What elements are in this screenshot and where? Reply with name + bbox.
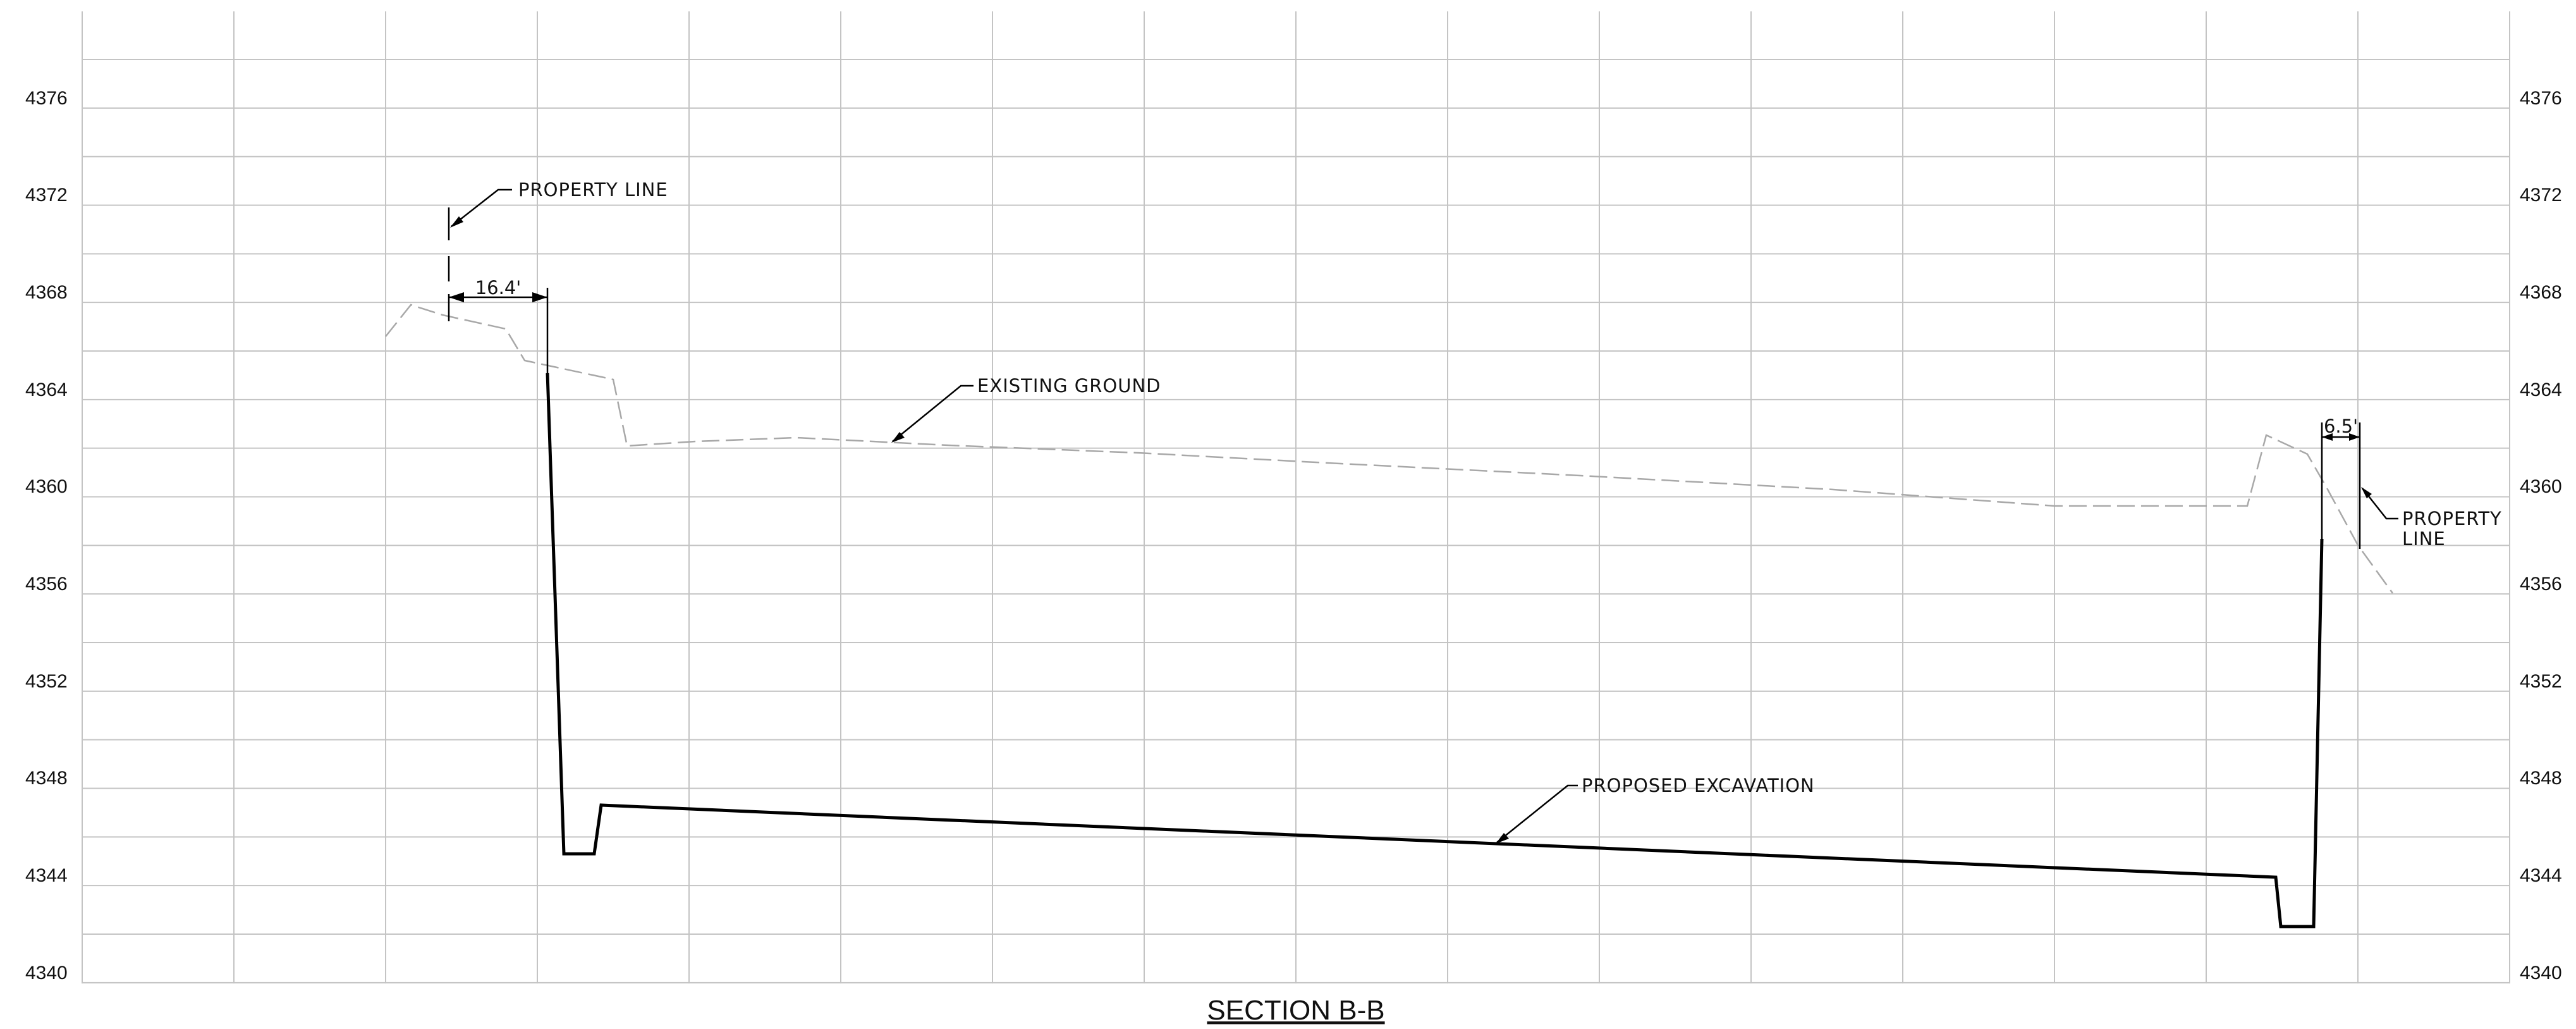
elevation-label: 4376	[25, 88, 68, 109]
elevation-label: 4360	[25, 476, 68, 497]
elevation-label: 4340	[25, 963, 68, 983]
dimension-left: 16.4'	[449, 277, 549, 379]
callout-label: PROPOSED EXCAVATION	[1582, 775, 1815, 796]
elevation-label: 4348	[2520, 768, 2562, 789]
elevation-labels-right: 4376 4372 4368 4364 4360 4356 4352 4348 …	[2520, 88, 2562, 983]
elevation-label: 4368	[25, 282, 68, 303]
dimension-label-right: 6.5'	[2324, 416, 2358, 437]
elevation-label: 4364	[25, 379, 68, 400]
elevation-label: 4352	[25, 671, 68, 692]
section-title: SECTION B-B	[1207, 995, 1384, 1026]
elevation-label: 4344	[25, 865, 68, 886]
elevation-label: 4372	[2520, 185, 2562, 206]
elevation-label: 4356	[2520, 574, 2562, 595]
elevation-label: 4360	[2520, 476, 2562, 497]
callout-label: PROPERTY	[2402, 508, 2502, 529]
proposed-excavation-profile	[546, 373, 2324, 928]
elevation-label: 4368	[2520, 282, 2562, 303]
elevation-label: 4348	[25, 768, 68, 789]
grid	[82, 11, 2510, 983]
callout-property-line-left: PROPERTY LINE	[450, 179, 668, 228]
callout-existing-ground: EXISTING GROUND	[891, 375, 1161, 443]
callout-label: PROPERTY LINE	[518, 179, 668, 200]
property-line-right-marker	[2321, 422, 2361, 549]
dimension-label-left: 16.4'	[475, 277, 522, 299]
elevation-label: 4372	[25, 185, 68, 206]
dimension-right: 6.5'	[2322, 416, 2360, 441]
elevation-label: 4344	[2520, 865, 2562, 886]
elevation-labels-left: 4376 4372 4368 4364 4360 4356 4352 4348 …	[25, 88, 68, 983]
callout-proposed-excavation: PROPOSED EXCAVATION	[1496, 775, 1815, 844]
callout-label: EXISTING GROUND	[977, 375, 1161, 397]
elevation-label: 4356	[25, 574, 68, 595]
elevation-label: 4364	[2520, 379, 2562, 400]
elevation-label: 4340	[2520, 963, 2562, 983]
callout-label: LINE	[2402, 528, 2446, 550]
callout-property-line-right: PROPERTY LINE	[2361, 487, 2502, 550]
elevation-label: 4376	[2520, 88, 2562, 109]
elevation-label: 4352	[2520, 671, 2562, 692]
existing-ground-profile	[385, 304, 2394, 594]
